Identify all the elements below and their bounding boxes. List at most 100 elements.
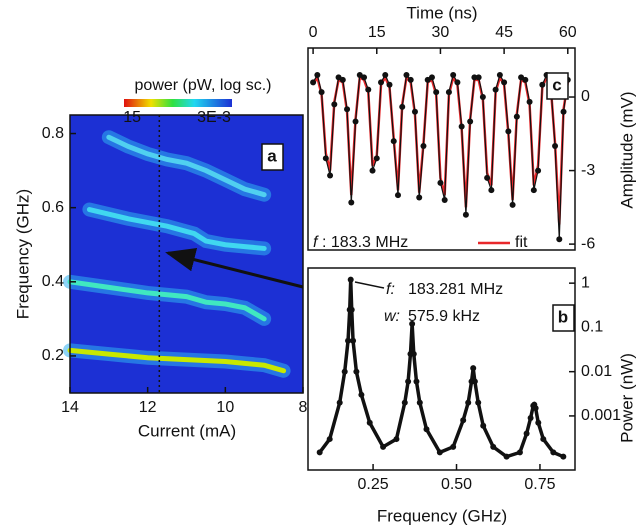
y-tick-label: 0.8	[42, 125, 64, 142]
colorbar-title: power (pW, log sc.)	[135, 77, 272, 94]
data-point	[550, 449, 557, 456]
x-tick-label: 14	[61, 399, 79, 416]
y-tick-label: -3	[581, 162, 595, 179]
data-point	[516, 449, 523, 456]
data-point	[484, 174, 491, 181]
data-line	[318, 279, 565, 459]
frame	[69, 114, 304, 394]
data-point	[331, 101, 338, 108]
data-point	[350, 337, 357, 344]
data-point	[470, 365, 477, 372]
data-point	[526, 98, 533, 105]
data-point	[407, 76, 414, 83]
panel-label: a	[267, 146, 277, 165]
data-point	[365, 86, 372, 93]
data-point	[353, 368, 360, 375]
data-point	[380, 443, 387, 450]
data-point	[310, 79, 317, 86]
panel-label-box	[546, 72, 569, 100]
data-point	[326, 436, 333, 443]
x-axis-title: Current (mA)	[138, 421, 236, 440]
data-point	[347, 276, 354, 283]
data-point	[523, 430, 530, 437]
arrow	[165, 247, 304, 289]
x-tick-label: 0.50	[441, 476, 472, 493]
data-point	[344, 106, 351, 113]
data-point	[450, 443, 457, 450]
data-point	[479, 94, 486, 101]
data-point	[475, 399, 482, 406]
data-point	[405, 378, 412, 385]
ridge	[67, 347, 287, 374]
data-point	[535, 419, 542, 426]
data-point	[361, 74, 368, 81]
panel-label-box	[552, 304, 575, 332]
data-point	[433, 89, 440, 96]
data-point	[467, 118, 474, 125]
colorbar-tick-label: 15	[123, 109, 141, 126]
plots: power (pW, log sc.)15 3E-314 12 10 80.20.40.…	[13, 3, 636, 525]
x-axis-title: Frequency (GHz)	[377, 506, 507, 525]
ridge	[67, 279, 267, 322]
data-point	[423, 426, 430, 433]
data-point	[532, 405, 539, 412]
data-point	[552, 143, 559, 150]
panel-label-box	[261, 143, 284, 171]
data-point	[348, 199, 355, 206]
y-tick-label: 1	[581, 274, 590, 291]
x-tick-label: 15	[368, 24, 386, 41]
data-point	[450, 71, 457, 78]
data-point	[314, 71, 321, 78]
data-point	[535, 167, 542, 174]
annotation: 183.281 MHz	[408, 281, 503, 298]
data-point	[378, 79, 385, 86]
y-axis-title: Frequency (GHz)	[13, 189, 32, 319]
data-point	[411, 108, 418, 115]
data-point	[410, 351, 417, 358]
data-point	[480, 422, 487, 429]
annotation: : 183.3 MHz	[322, 234, 408, 251]
data-point	[403, 71, 410, 78]
data-point	[373, 155, 380, 162]
data-point	[560, 108, 567, 115]
data-point	[501, 79, 508, 86]
x-tick-label: 12	[139, 399, 157, 416]
data-point	[327, 172, 334, 179]
data-point	[409, 320, 416, 327]
x-tick-label: 0	[309, 24, 318, 41]
data-point	[399, 103, 406, 110]
data-point	[441, 196, 448, 203]
x-tick-label: 10	[216, 399, 234, 416]
x-tick-label: 60	[559, 24, 577, 41]
data-point	[393, 436, 400, 443]
data-point	[348, 306, 355, 313]
data-point	[345, 337, 352, 344]
data-point	[522, 76, 529, 83]
panel-label: b	[558, 307, 568, 326]
colorbar-tick-label: 3E-3	[197, 109, 231, 126]
data-point	[420, 143, 427, 150]
data-point	[386, 81, 393, 88]
data-point	[460, 417, 467, 424]
frame	[307, 267, 576, 471]
y-tick-label: 0.1	[581, 319, 603, 336]
data-point	[471, 378, 478, 385]
data-point	[540, 436, 547, 443]
x-tick-label: 8	[299, 399, 308, 416]
data-point	[490, 443, 497, 450]
x-tick-label: 0.75	[524, 476, 555, 493]
data-point	[336, 399, 343, 406]
data-point	[401, 399, 408, 406]
data-point	[390, 138, 397, 145]
data-point	[556, 236, 563, 243]
colorbar	[124, 99, 232, 107]
data-point	[413, 378, 420, 385]
ridge	[106, 134, 267, 198]
data-point	[471, 74, 478, 81]
data-point	[488, 187, 495, 194]
y-tick-label: 0.4	[42, 273, 64, 290]
panel-label: c	[552, 75, 561, 94]
data-point	[394, 192, 401, 199]
y-tick-label: -6	[581, 235, 595, 252]
